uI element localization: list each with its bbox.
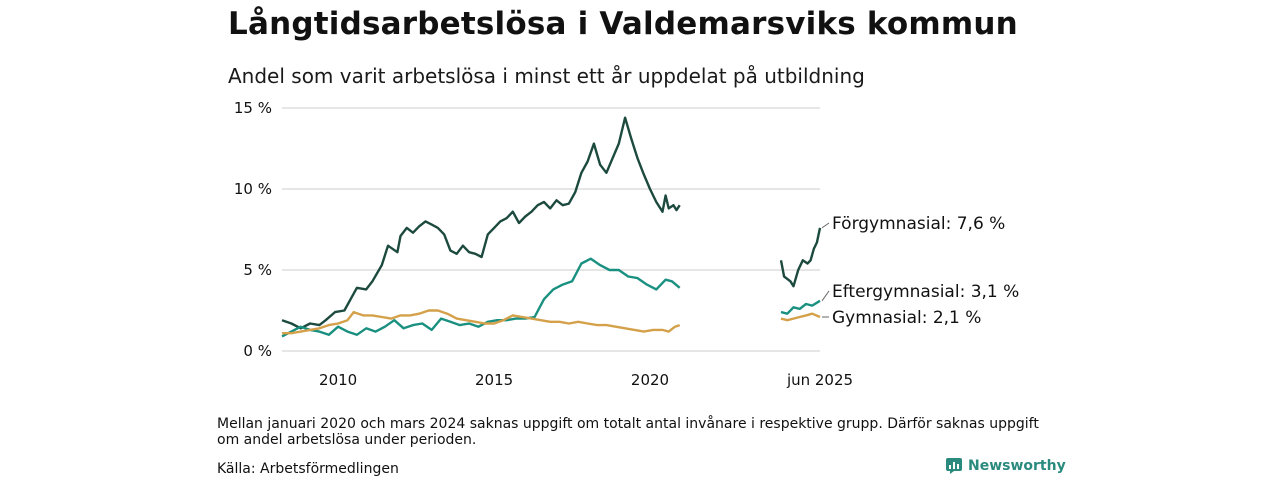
- label-leader: [821, 290, 830, 302]
- x-tick-label: jun 2025: [786, 371, 853, 389]
- newsworthy-logo[interactable]: Newsworthy: [946, 458, 1066, 474]
- y-tick-label: 0 %: [243, 342, 272, 360]
- gridlines: [282, 107, 820, 352]
- x-tick-label: 2010: [319, 371, 357, 389]
- series-lines: [281, 116, 822, 338]
- series-end-label: Eftergymnasial: 3,1 %: [832, 282, 1019, 302]
- footnote: Mellan januari 2020 och mars 2024 saknas…: [217, 416, 1039, 448]
- bar-chart-icon: [946, 458, 962, 474]
- series-line-gymnasial: [282, 309, 681, 335]
- series-line-gymnasial: [780, 312, 821, 322]
- series-line-förgymnasial: [779, 227, 822, 288]
- x-axis-ticks: 2010 2015 2020 jun 2025: [319, 371, 853, 389]
- y-tick-label: 5 %: [243, 261, 272, 279]
- y-tick-label: 10 %: [234, 180, 272, 198]
- line-chart: 0 % 5 % 10 % 15 % 2010 2015 2020 jun 2025 Förg…: [234, 99, 1019, 389]
- y-axis-ticks: 0 % 5 % 10 % 15 %: [234, 99, 272, 360]
- series-line-förgymnasial: [281, 116, 681, 330]
- label-leader: [821, 222, 830, 229]
- y-tick-label: 15 %: [234, 99, 272, 117]
- series-end-labels: Förgymnasial: 7,6 % Eftergymnasial: 3,1 %…: [821, 214, 1019, 328]
- brand-name: Newsworthy: [968, 458, 1066, 474]
- x-tick-label: 2020: [631, 371, 669, 389]
- x-tick-label: 2015: [475, 371, 513, 389]
- series-end-label: Förgymnasial: 7,6 %: [832, 214, 1005, 234]
- chart-title: Långtidsarbetslösa i Valdemarsviks kommu…: [228, 6, 1018, 42]
- series-line-eftergymnasial: [780, 299, 821, 315]
- chart-subtitle: Andel som varit arbetslösa i minst ett å…: [228, 64, 865, 88]
- source-text: Källa: Arbetsförmedlingen: [217, 461, 399, 477]
- series-end-label: Gymnasial: 2,1 %: [832, 308, 981, 328]
